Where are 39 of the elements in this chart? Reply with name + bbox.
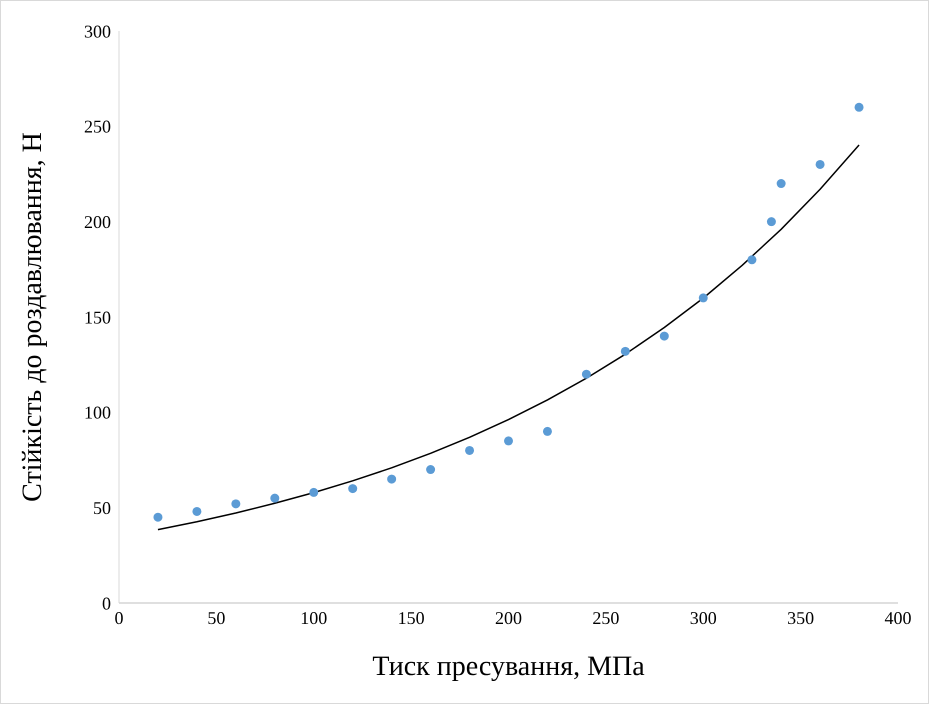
x-tick-label: 0	[114, 608, 124, 628]
x-axis-title: Тиск пресування, МПа	[372, 651, 646, 682]
x-tick-label: 200	[495, 608, 522, 628]
point	[816, 160, 825, 169]
point	[231, 499, 240, 508]
y-tick-label: 100	[84, 402, 111, 423]
x-tick-label: 400	[884, 608, 912, 628]
x-tick-label: 150	[398, 608, 425, 628]
point	[504, 436, 513, 446]
point	[465, 446, 474, 455]
x-tick-label: 300	[690, 608, 717, 628]
point	[348, 484, 358, 494]
line-series	[157, 144, 860, 530]
point	[854, 102, 864, 112]
point	[698, 293, 708, 302]
point	[766, 217, 776, 226]
point	[660, 332, 669, 341]
y-tick-label: 50	[93, 498, 111, 518]
y-axis-title: Стійкість до роздавлювання, Н	[16, 132, 48, 502]
point	[192, 506, 202, 516]
x-tick-label: 350	[787, 608, 814, 628]
point	[542, 426, 552, 436]
point	[620, 346, 630, 356]
y-tick-label: 0	[102, 593, 111, 614]
x-tick-label: 250	[592, 608, 620, 628]
y-tick-label: 200	[84, 212, 111, 232]
y-tick-label: 150	[84, 307, 111, 328]
point	[153, 512, 162, 522]
point	[582, 370, 591, 379]
point	[426, 465, 436, 474]
point	[776, 179, 786, 188]
point	[309, 488, 318, 497]
y-tick-label: 250	[84, 116, 111, 137]
point	[270, 494, 280, 503]
point	[387, 474, 396, 484]
x-tick-label: 100	[300, 608, 328, 628]
y-tick-label: 300	[84, 21, 111, 42]
x-tick-label: 50	[207, 608, 226, 628]
point	[747, 255, 756, 264]
